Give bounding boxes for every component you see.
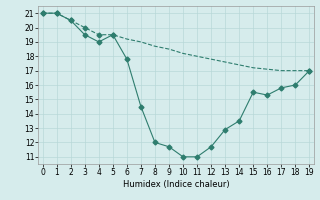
X-axis label: Humidex (Indice chaleur): Humidex (Indice chaleur) bbox=[123, 180, 229, 189]
